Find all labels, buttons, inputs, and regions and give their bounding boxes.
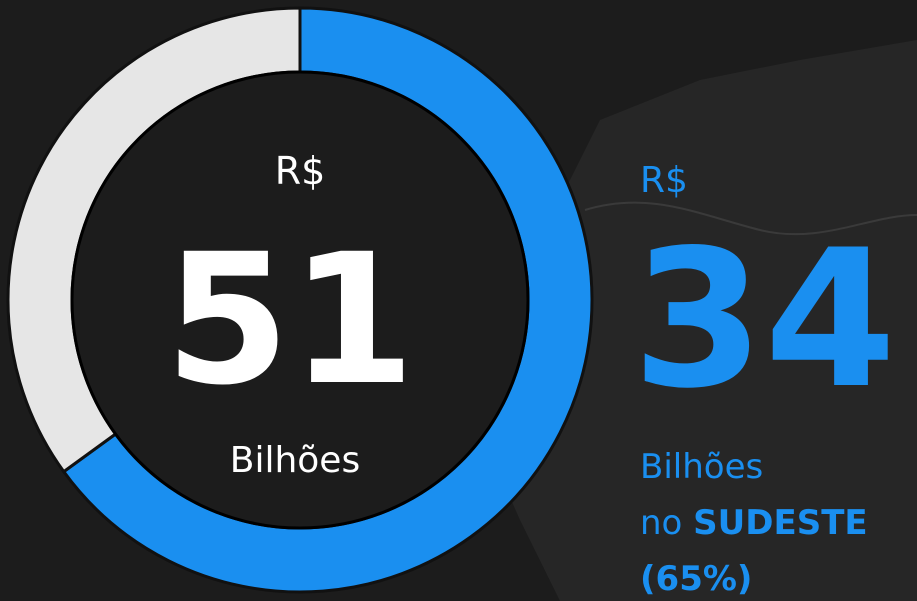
callout-value: 34 xyxy=(632,209,896,430)
map-shape xyxy=(480,40,917,601)
map-border xyxy=(584,201,917,236)
donut xyxy=(6,6,594,594)
callout-region: no SUDESTE xyxy=(640,503,868,543)
inner-circle xyxy=(70,70,530,530)
callout-prefix: R$ xyxy=(640,160,688,201)
center-value: 51 xyxy=(165,216,416,425)
region-prefix: no xyxy=(640,503,682,543)
region-name: SUDESTE xyxy=(693,503,867,543)
region-share: (65%) xyxy=(640,559,752,599)
callout-unit: Bilhões xyxy=(640,447,763,487)
center-prefix: R$ xyxy=(275,149,326,193)
center-unit: Bilhões xyxy=(230,440,360,481)
